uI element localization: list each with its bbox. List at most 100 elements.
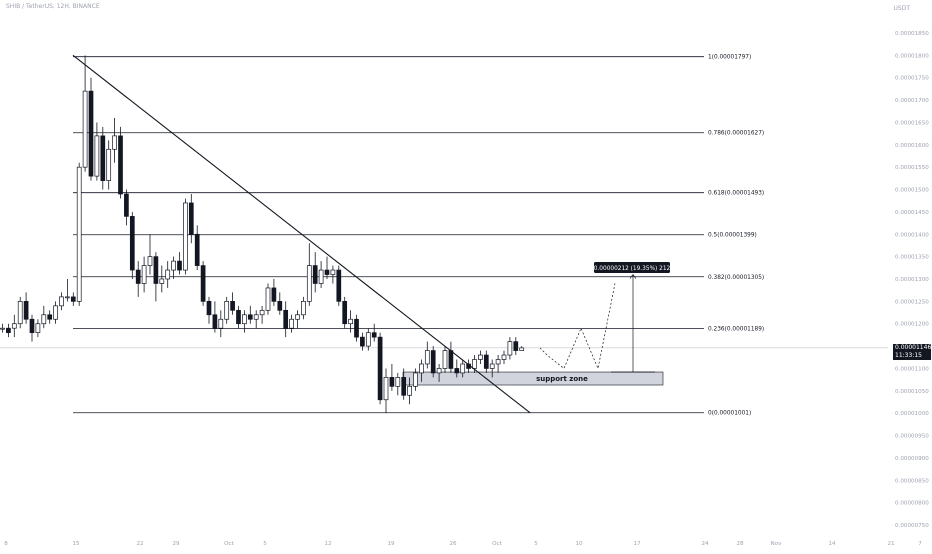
y-tick-label: 0.00001700 [895,98,929,104]
candle [118,126,123,199]
y-tick-label: 0.00001450 [895,210,929,216]
candle-body [188,202,194,235]
candle [448,341,454,373]
candle [70,292,76,306]
candle-body [100,135,106,181]
x-tick-label: 5 [534,541,538,547]
candle [171,256,176,279]
candle [348,310,353,333]
candle-body [336,269,342,302]
candle [124,189,129,226]
candle-body [283,309,289,329]
y-tick-label: 0.00001300 [895,277,929,283]
candle [183,198,188,275]
candle-body [259,309,265,316]
x-tick-label: 12 [324,541,331,547]
candle-body [289,318,294,329]
candle-body [513,341,519,351]
support-zone-layer[interactable]: support zone [402,371,664,386]
candle-body [236,309,241,325]
candle [507,337,513,360]
candle [236,305,241,329]
candle [153,252,159,302]
candle-body [230,301,235,311]
candle [360,332,365,351]
candle [88,77,94,181]
candle-body [348,318,353,325]
candle [324,256,330,279]
candle-body [65,296,70,299]
x-tick-label: 22 [136,541,143,547]
drawings-layer[interactable]: 0.00000212 (19.35%) 212 [72,54,671,414]
candle-body [324,269,330,275]
candle-body [519,347,525,351]
candle [6,323,11,338]
candle [100,126,106,190]
candle-body [436,368,442,374]
x-tick-label: 17 [633,541,641,547]
candle-body [129,216,135,271]
x-tick-label: 8 [4,541,8,547]
x-tick-label: 7 [918,541,922,547]
candle [82,55,88,172]
x-tick-label: 28 [736,541,744,547]
trendline [72,54,531,414]
y-tick-label: 0.00000750 [895,523,929,529]
candle-body [212,314,218,329]
x-tick-label: 19 [387,541,395,547]
candle-body [383,377,389,401]
y-tick-label: 0.00001200 [895,322,929,328]
candle-body [295,314,300,320]
candle-body [507,341,513,356]
candle [212,301,218,333]
candle-body [177,260,182,271]
fib-level-label: 0.786(0.00001627) [708,131,764,137]
candle [147,234,153,275]
candle [342,296,348,329]
candle [129,211,135,279]
candle [218,310,224,338]
candle-body [442,350,448,369]
y-tick-label: 0.00001600 [895,143,929,149]
candle-body [35,323,41,334]
y-tick-label: 0.00001400 [895,232,929,238]
y-tick-label: 0.00001500 [895,188,929,194]
candle [35,319,41,338]
x-tick-label: Oct [492,541,502,547]
candle [188,194,194,244]
y-tick-label: 0.00001650 [895,120,929,126]
y-tick-label: 0.00001350 [895,255,929,261]
candle [59,292,64,311]
y-tick-label: 0.00001050 [895,389,929,395]
candle-body [70,296,76,302]
candle-body [306,265,312,302]
candles-layer [0,55,525,414]
candle-body [206,301,212,316]
candle-body [124,193,129,217]
support-zone-box [402,371,664,386]
fibonacci-retracement[interactable]: 1(0.00001797) 0.786(0.00001627) 0.618(0.00… [73,55,764,417]
candle [501,350,507,364]
candle [135,261,141,297]
candle-body [271,287,277,302]
y-tick-label: 0.00001850 [895,31,929,37]
x-tick-label: 21 [887,541,895,547]
fib-level-label: 1(0.00001797) [708,55,751,61]
axes-layer: 0.00001850 0.00001800 0.00001750 0.00001700… [4,31,929,547]
x-tick-label: 15 [72,541,80,547]
fib-level-label: 0(0.00001001) [708,411,751,417]
candle [29,314,35,342]
candle-body [11,323,17,329]
candle [206,296,212,324]
candle-body [501,354,507,360]
candle-body [478,354,483,360]
candle-body [377,336,383,401]
candle-body [318,269,324,284]
symbol-legend: SHIB / TetherUS, 12H, BINANCE [6,3,100,10]
candle-body [265,287,271,311]
candle-body [47,314,53,320]
x-tick-label: Oct [224,541,234,547]
y-tick-label: 0.00001800 [895,53,929,59]
